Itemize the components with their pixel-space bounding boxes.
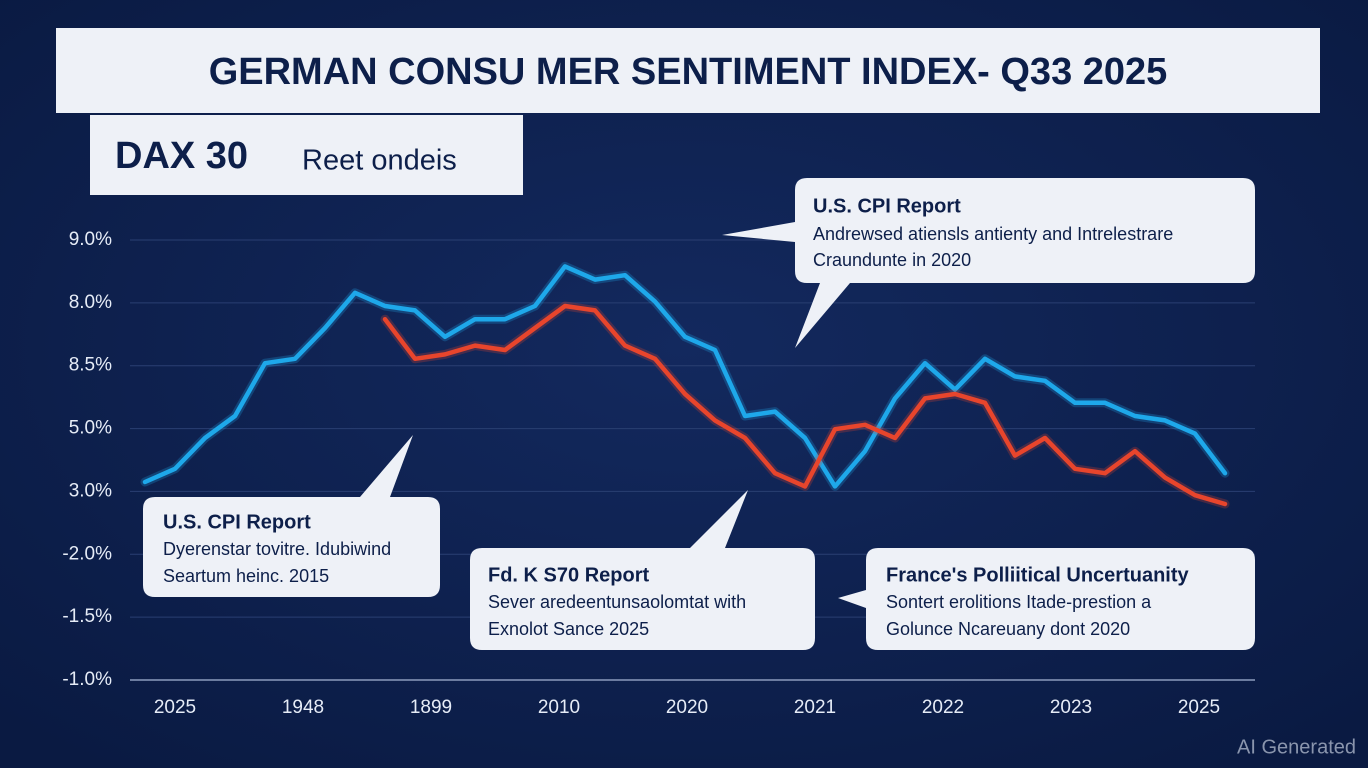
x-tick-label: 2020: [666, 697, 708, 718]
callout-title: U.S. CPI Report: [163, 511, 311, 533]
callout-text: Craundunte in 2020: [813, 250, 971, 270]
callout: Fd. K S70 Report Sever aredeentunsaolomt…: [470, 490, 815, 650]
callout-text: Dyerenstar tovitre. Idubiwind: [163, 539, 391, 559]
x-tick-label: 2025: [1178, 697, 1220, 718]
x-tick-label: 2025: [154, 697, 196, 718]
title-bar: [56, 28, 1320, 113]
callout-title: France's Polliitical Uncertuanity: [886, 564, 1190, 586]
subtitle-box: [90, 115, 523, 195]
line: [142, 264, 1228, 489]
callout-text: Seartum heinc. 2015: [163, 566, 329, 586]
x-tick-label: 2022: [922, 697, 964, 718]
y-tick-label: -1.5%: [62, 606, 112, 627]
y-tick-label: -1.0%: [62, 669, 112, 690]
callout-title: U.S. CPI Report: [813, 195, 961, 217]
watermark: AI Generated: [1237, 736, 1356, 758]
y-tick-label: 9.0%: [69, 229, 112, 250]
callout-text: Andrewsed atiensls antienty and Intreles…: [813, 224, 1173, 244]
x-tick-label: 2021: [794, 697, 836, 718]
x-tick-label: 1899: [410, 697, 452, 718]
chart-title: GERMAN CONSU MER SENTIMENT INDEX- Q33 20…: [209, 51, 1168, 93]
x-tick-label: 2023: [1050, 697, 1092, 718]
y-tick-label: 3.0%: [69, 480, 112, 501]
y-tick-label: -2.0%: [62, 543, 112, 564]
callout: U.S. CPI Report Andrewsed atiensls antie…: [722, 178, 1255, 348]
callout-box: [143, 435, 440, 597]
callout-title: Fd. K S70 Report: [488, 564, 649, 586]
y-tick-label: 8.5%: [69, 355, 112, 376]
callout-text: Sontert erolitions Itade-prestion a: [886, 592, 1152, 612]
line: [382, 303, 1228, 507]
callout-text: Exnolot Sance 2025: [488, 619, 649, 639]
callout-box: [470, 490, 815, 650]
x-tick-label: 1948: [282, 697, 324, 718]
callout: France's Polliitical Uncertuanity Sonter…: [838, 548, 1255, 650]
subtitle-text: Reet ondeis: [302, 145, 457, 177]
y-tick-label: 5.0%: [69, 418, 112, 439]
callout-box: [722, 178, 1255, 348]
y-tick-label: 8.0%: [69, 292, 112, 313]
subtitle-bold: DAX 30: [115, 135, 248, 177]
callout: U.S. CPI Report Dyerenstar tovitre. Idub…: [143, 435, 440, 597]
callout-text: Golunce Ncareuany dont 2020: [886, 619, 1130, 639]
x-tick-label: 2010: [538, 697, 580, 718]
callout-box: [838, 548, 1255, 650]
callout-text: Sever aredeentunsaolomtat with: [488, 592, 746, 612]
